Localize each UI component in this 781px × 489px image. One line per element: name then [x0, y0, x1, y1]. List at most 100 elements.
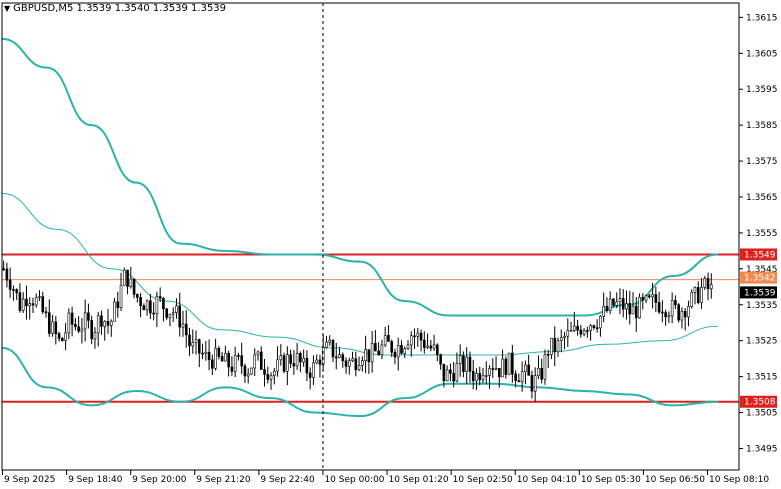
candle-body — [367, 349, 371, 363]
candle-body — [286, 354, 289, 372]
candle-body — [579, 329, 583, 335]
candle-body — [589, 325, 592, 332]
candle-body — [158, 296, 162, 299]
candle-body — [361, 360, 364, 366]
candle-body — [514, 373, 517, 381]
candle-body — [149, 300, 152, 314]
candle-body — [709, 284, 713, 290]
candle-body — [305, 357, 309, 374]
symbol-label: GBPUSD,M5 — [13, 3, 74, 14]
candle-body — [77, 326, 80, 332]
candle-body — [80, 328, 84, 332]
candle-body — [661, 311, 664, 314]
candle-body — [377, 350, 380, 356]
candle-body — [331, 339, 335, 358]
candle-body — [592, 325, 596, 328]
candle-body — [608, 298, 612, 311]
candle-body — [458, 355, 462, 364]
candle-body — [683, 311, 687, 318]
candle-body — [165, 308, 168, 318]
candle-body — [674, 300, 677, 306]
chart-header: ▼ GBPUSD,M5 1.3539 1.3540 1.3539 1.3539 — [4, 3, 226, 14]
candle-body — [400, 345, 403, 354]
candle-body — [116, 301, 120, 308]
candle-body — [51, 321, 54, 334]
candle-body — [488, 368, 491, 376]
candle-body — [396, 345, 400, 358]
candle-body — [390, 341, 393, 353]
candle-body — [106, 321, 110, 326]
candle-body — [126, 269, 129, 287]
x-tick-label: 10 Sep 05:30 — [581, 475, 641, 485]
candle-body — [582, 330, 586, 335]
candle-body — [70, 312, 74, 325]
candle-body — [419, 332, 423, 341]
candle-body — [638, 296, 641, 319]
candle-body — [357, 365, 361, 371]
candle-body — [256, 351, 260, 356]
candle-body — [38, 296, 41, 298]
candle-body — [152, 312, 155, 315]
candle-body — [393, 352, 397, 358]
price-box-label-1: 1.3542 — [744, 274, 776, 284]
candle-body — [155, 296, 159, 315]
candle-body — [201, 352, 204, 355]
y-tick-label: 1.3595 — [746, 85, 778, 95]
candle-body — [321, 347, 325, 365]
candle-body — [308, 372, 312, 378]
x-tick-label: 9 Sep 21:20 — [196, 475, 251, 485]
candle-body — [599, 315, 602, 329]
candle-body — [351, 358, 354, 362]
candle-body — [31, 303, 35, 306]
candle-body — [230, 366, 234, 372]
candle-body — [491, 368, 495, 370]
candle-body — [465, 356, 469, 372]
y-tick-label: 1.3515 — [746, 373, 778, 383]
candle-body — [93, 332, 97, 340]
candle-body — [34, 297, 38, 306]
candle-body — [696, 287, 700, 303]
candle-body — [54, 321, 58, 334]
candle-body — [416, 332, 420, 337]
candle-body — [233, 355, 237, 372]
candle-body — [471, 370, 475, 382]
candle-body — [334, 356, 338, 359]
candle-body — [439, 354, 442, 365]
x-tick-label: 10 Sep 04:10 — [517, 475, 577, 485]
candle-body — [299, 352, 302, 363]
price-box-1 — [740, 271, 777, 284]
price-box-3 — [740, 395, 777, 408]
candle-body — [406, 344, 410, 349]
candle-body — [657, 302, 661, 313]
candle-body — [374, 342, 377, 352]
candle-body — [429, 345, 433, 349]
candle-body — [540, 367, 544, 380]
candle-body — [664, 312, 667, 318]
candle-body — [240, 355, 243, 367]
candle-body — [553, 337, 557, 353]
dropdown-triangle-icon[interactable]: ▼ — [4, 4, 11, 13]
x-tick-label: 10 Sep 08:10 — [709, 475, 769, 485]
candle-body — [21, 298, 25, 311]
candle-body — [162, 297, 165, 310]
candle-body — [481, 375, 485, 380]
candle-body — [47, 312, 51, 334]
candle-body — [445, 369, 449, 382]
candle-body — [74, 324, 77, 328]
upper-band-line — [1, 37, 719, 317]
plot-frame — [1, 2, 740, 471]
candle-body — [341, 354, 345, 362]
y-tick-label: 1.3605 — [746, 49, 778, 59]
candle-body — [175, 305, 178, 313]
candle-body — [243, 365, 247, 377]
middle-band-line — [1, 192, 719, 356]
candle-body — [109, 320, 113, 326]
ohlc-values: 1.3539 1.3540 1.3539 1.3539 — [76, 3, 227, 14]
candle-body — [100, 315, 103, 327]
candle-body — [61, 338, 64, 341]
candle-body — [250, 367, 253, 375]
x-tick-label: 10 Sep 02:50 — [453, 475, 513, 485]
candle-body — [648, 295, 651, 298]
candle-body — [132, 278, 136, 295]
